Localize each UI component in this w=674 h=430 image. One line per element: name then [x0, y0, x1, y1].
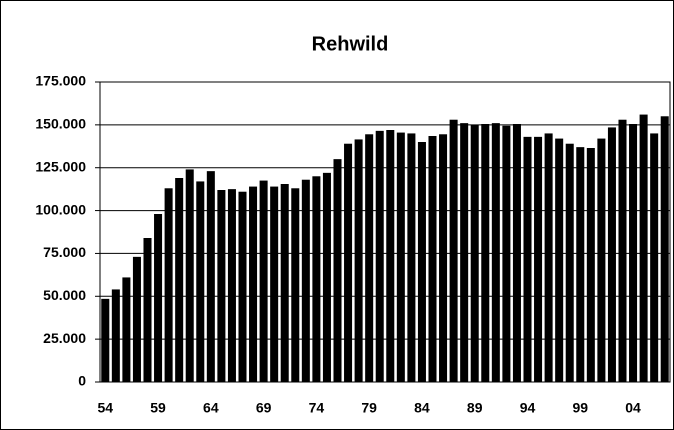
y-tick-label: 25.000 [43, 330, 86, 346]
bar [470, 124, 479, 382]
bar [586, 148, 595, 382]
bar [122, 277, 131, 382]
x-tick-label: 94 [520, 400, 536, 416]
bar [301, 179, 310, 382]
x-tick-label: 99 [572, 400, 588, 416]
x-tick-label: 54 [97, 400, 113, 416]
x-tick-label: 04 [625, 400, 641, 416]
bar [502, 125, 511, 382]
bar [249, 186, 258, 382]
y-tick-label: 150.000 [35, 116, 86, 132]
bar [576, 147, 585, 382]
bar [491, 123, 500, 383]
y-tick-label: 0 [78, 373, 86, 389]
chart-title: Rehwild [312, 33, 389, 55]
bar [544, 133, 553, 382]
bar [460, 123, 469, 383]
bar [396, 132, 405, 382]
bar [417, 142, 426, 382]
bar [291, 188, 300, 382]
bar [365, 134, 374, 382]
bar [534, 136, 543, 382]
bar [206, 171, 215, 382]
bar [238, 191, 247, 382]
bar [280, 184, 289, 382]
bar [270, 186, 279, 382]
bar [111, 289, 120, 382]
bar [259, 180, 268, 382]
bar [154, 214, 163, 382]
bar [607, 127, 616, 382]
x-tick-label: 74 [309, 400, 325, 416]
bar [227, 189, 236, 382]
bar [439, 134, 448, 382]
x-tick-label: 59 [150, 400, 166, 416]
bar [618, 119, 627, 382]
x-tick-label: 64 [203, 400, 219, 416]
bar [523, 136, 532, 382]
bar [386, 130, 395, 382]
y-tick-label: 75.000 [43, 244, 86, 260]
bar [312, 176, 321, 382]
bar [175, 178, 184, 382]
bar [344, 143, 353, 382]
bar [639, 114, 648, 383]
bar [101, 298, 110, 382]
bar [185, 169, 194, 382]
x-tick-label: 79 [361, 400, 377, 416]
bar [322, 172, 331, 382]
y-tick-label: 100.000 [35, 201, 86, 217]
bar [428, 136, 437, 382]
bar [565, 143, 574, 382]
bar [629, 124, 638, 382]
x-tick-label: 69 [256, 400, 272, 416]
bar [196, 181, 205, 382]
bar [407, 133, 416, 382]
bar [449, 119, 458, 382]
x-tick-label: 84 [414, 400, 430, 416]
bar [217, 190, 226, 382]
bar [164, 188, 173, 382]
bar [333, 159, 342, 382]
y-tick-label: 125.000 [35, 158, 86, 174]
bar [512, 124, 521, 382]
bar [597, 138, 606, 382]
bar [555, 138, 564, 382]
bar [354, 139, 363, 382]
bar [375, 130, 384, 382]
bar [650, 133, 659, 382]
bar [660, 116, 669, 383]
bar [143, 238, 152, 382]
plot-area [99, 81, 671, 383]
y-tick-label: 175.000 [35, 73, 86, 89]
x-tick-label: 89 [467, 400, 483, 416]
bar [481, 124, 490, 382]
y-tick-label: 50.000 [43, 287, 86, 303]
bar [132, 256, 141, 382]
